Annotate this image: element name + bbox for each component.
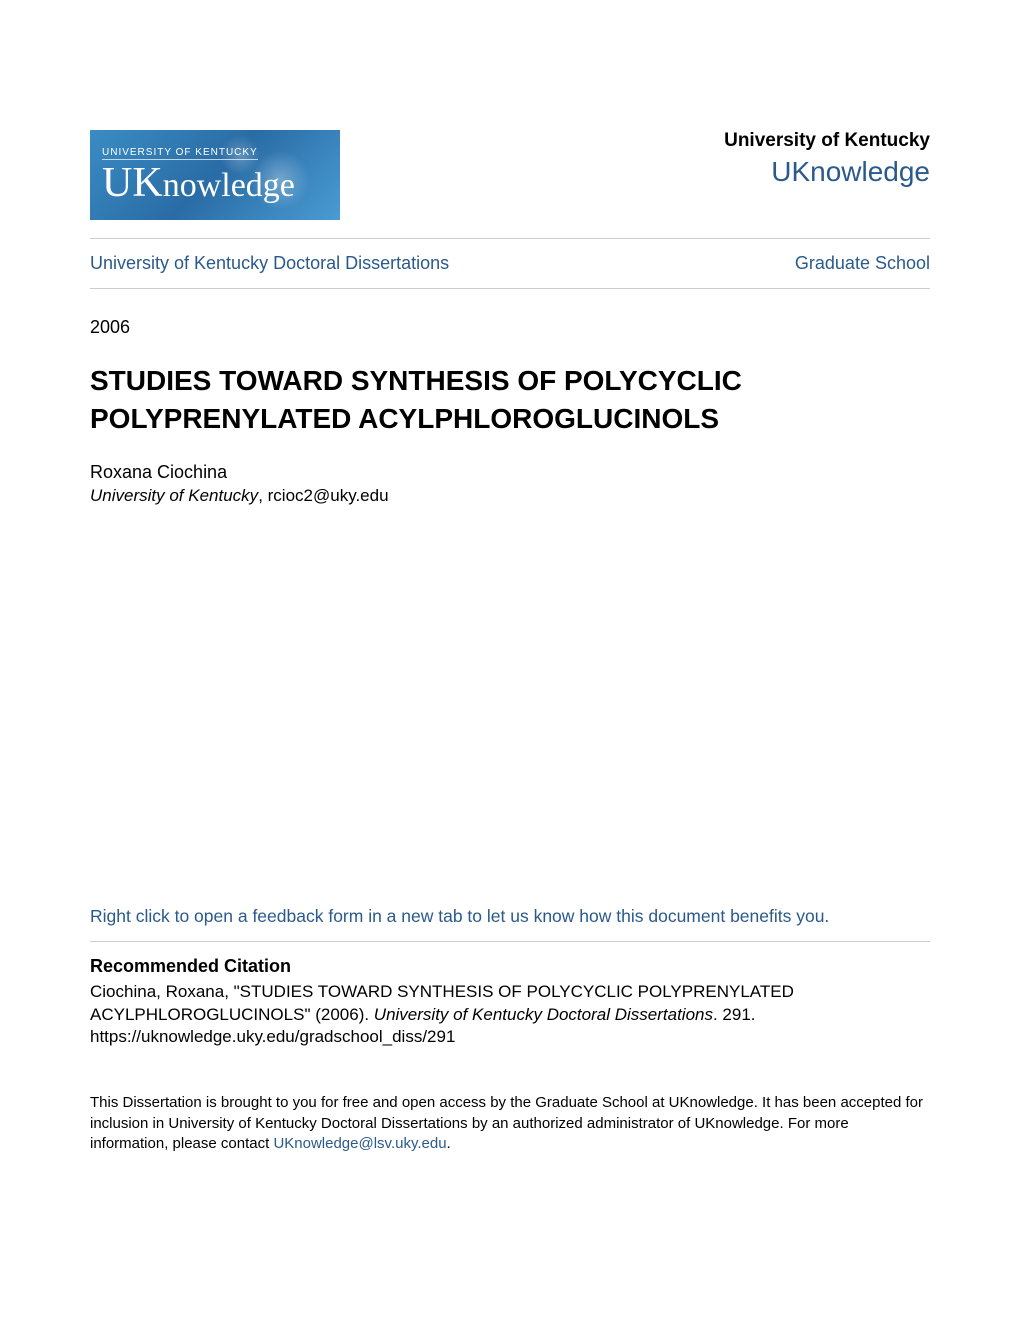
divider-line	[90, 941, 930, 942]
collection-link[interactable]: University of Kentucky Doctoral Disserta…	[90, 253, 449, 274]
citation-text: Ciochina, Roxana, "STUDIES TOWARD SYNTHE…	[90, 981, 930, 1050]
breadcrumb-nav: University of Kentucky Doctoral Disserta…	[90, 239, 930, 288]
logo-university-text: UNIVERSITY OF KENTUCKY	[102, 147, 258, 160]
school-link[interactable]: Graduate School	[795, 253, 930, 274]
document-title: STUDIES TOWARD SYNTHESIS OF POLYCYCLIC P…	[90, 362, 930, 438]
access-statement: This Dissertation is brought to you for …	[90, 1093, 930, 1154]
content-spacer	[90, 506, 930, 906]
feedback-link[interactable]: Right click to open a feedback form in a…	[90, 906, 930, 927]
university-name: University of Kentucky	[724, 130, 930, 152]
uknowledge-logo[interactable]: UNIVERSITY OF KENTUCKY UKnowledge	[90, 130, 340, 220]
header-row: UNIVERSITY OF KENTUCKY UKnowledge Univer…	[90, 130, 930, 220]
publication-year: 2006	[90, 317, 930, 338]
author-name: Roxana Ciochina	[90, 462, 930, 483]
contact-email-link[interactable]: UKnowledge@lsv.uky.edu	[273, 1135, 446, 1152]
repository-name-link[interactable]: UKnowledge	[724, 156, 930, 188]
institution-block: University of Kentucky UKnowledge	[724, 130, 930, 188]
citation-heading: Recommended Citation	[90, 956, 930, 977]
logo-main-text: UKnowledge	[102, 162, 340, 204]
divider-line	[90, 288, 930, 289]
author-affiliation: University of Kentucky, rcioc2@uky.edu	[90, 486, 930, 506]
